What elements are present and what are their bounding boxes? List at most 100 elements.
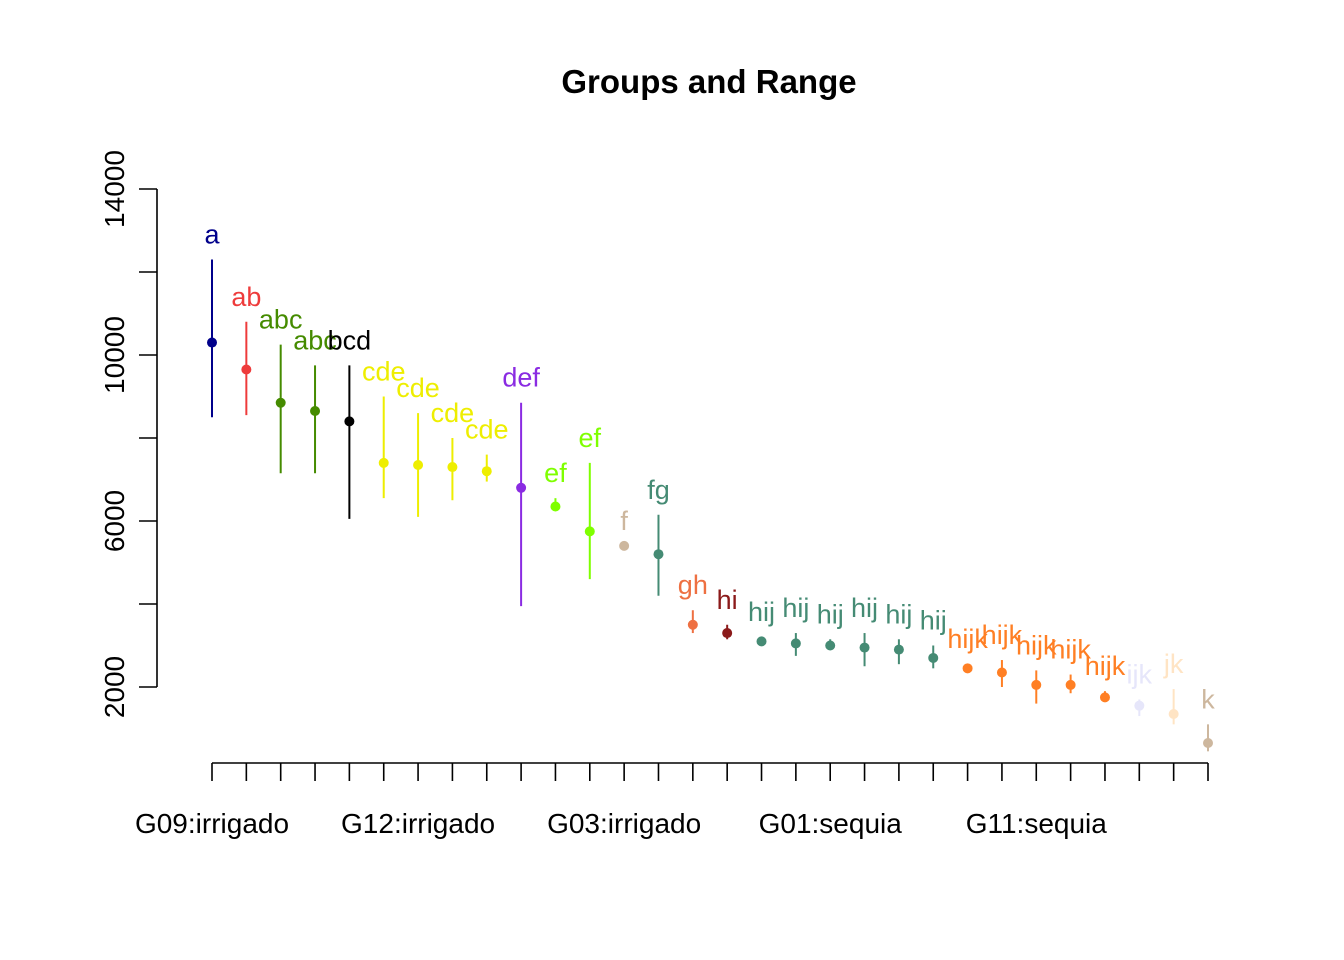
mean-point: [207, 337, 217, 348]
group-letter-label: ef: [544, 458, 567, 488]
mean-point: [550, 501, 561, 512]
mean-point: [1099, 692, 1110, 703]
data-point-group: hij: [885, 599, 912, 665]
group-letter-label: hij: [885, 599, 912, 629]
data-point-group: bcd: [328, 325, 372, 519]
group-letter-label: fg: [647, 475, 670, 505]
group-letter-label: hi: [717, 585, 738, 615]
mean-point: [481, 466, 492, 477]
group-letter-label: hij: [748, 597, 775, 627]
data-point-group: hijk: [1085, 651, 1126, 703]
y-tick-label: 10000: [99, 316, 130, 394]
group-letter-label: abc: [259, 305, 303, 335]
x-tick-label: G11:sequia: [966, 808, 1108, 839]
mean-point: [653, 549, 664, 560]
y-tick-label: 2000: [99, 656, 130, 718]
group-letter-label: ijk: [1127, 659, 1153, 689]
data-point-group: cde: [465, 415, 509, 482]
group-letter-label: hijk: [1016, 630, 1057, 660]
data-point-group: ab: [231, 282, 261, 416]
group-letter-label: k: [1201, 684, 1215, 714]
mean-point: [859, 642, 870, 653]
mean-point: [619, 540, 630, 551]
group-letter-label: cde: [362, 357, 406, 387]
mean-point: [790, 638, 801, 649]
mean-point: [275, 397, 286, 408]
group-letter-label: jk: [1163, 649, 1184, 679]
mean-point: [516, 482, 527, 493]
data-point-group: hijk: [1050, 635, 1091, 694]
data-point-group: jk: [1163, 649, 1184, 725]
mean-point: [447, 462, 458, 473]
group-letter-label: cde: [396, 373, 440, 403]
mean-point: [310, 406, 321, 417]
group-letter-label: def: [502, 363, 540, 393]
group-letter-label: a: [204, 220, 220, 250]
group-letter-label: hij: [817, 599, 844, 629]
group-letter-label: abc: [293, 325, 337, 355]
chart-title: Groups and Range: [561, 63, 856, 100]
data-point-group: def: [502, 363, 540, 607]
data-point-group: fg: [647, 475, 670, 596]
mean-point: [413, 459, 424, 470]
group-letter-label: gh: [678, 570, 708, 600]
data-point-group: hij: [920, 606, 947, 669]
group-letter-label: hij: [782, 593, 809, 623]
group-letter-label: hij: [920, 606, 947, 636]
data-point-group: hijk: [1016, 630, 1057, 704]
group-letter-label: ab: [231, 282, 261, 312]
mean-point: [825, 640, 836, 651]
mean-point: [1168, 708, 1179, 719]
y-tick-label: 6000: [99, 490, 130, 552]
mean-point: [996, 667, 1007, 678]
mean-point: [344, 416, 355, 427]
data-point-group: f: [619, 506, 630, 551]
y-axis: 2000 6000 10000 14000: [99, 150, 158, 718]
data-point-group: k: [1201, 684, 1215, 752]
group-letter-label: hijk: [982, 620, 1023, 650]
group-letter-label: hij: [851, 593, 878, 623]
mean-point: [756, 636, 767, 647]
data-point-group: hij: [748, 597, 775, 647]
group-letter-label: hijk: [947, 624, 988, 654]
mean-point: [928, 652, 939, 663]
data-point-group: hij: [782, 593, 809, 656]
mean-point: [722, 628, 733, 639]
data-point-group: abc: [259, 305, 303, 474]
data-point-group: ijk: [1127, 659, 1153, 717]
y-tick-label: 14000: [99, 150, 130, 228]
data-point-group: hij: [817, 599, 844, 651]
data-point-group: hi: [717, 585, 738, 640]
group-letter-label: cde: [431, 398, 475, 428]
x-tick-label: G01:sequia: [759, 808, 903, 839]
data-point-group: hijk: [982, 620, 1023, 687]
x-tick-label: G12:irrigado: [341, 808, 495, 839]
group-letter-label: hijk: [1085, 651, 1126, 681]
group-letter-label: bcd: [328, 325, 372, 355]
mean-point: [241, 364, 252, 375]
mean-point: [1203, 738, 1213, 749]
data-point-group: hijk: [947, 624, 988, 674]
mean-point: [1031, 679, 1042, 690]
mean-point: [1065, 679, 1076, 690]
group-letter-label: hijk: [1050, 635, 1091, 665]
data-point-group: cde: [431, 398, 475, 501]
mean-point: [584, 526, 595, 537]
x-tick-label: G09:irrigado: [135, 808, 289, 839]
mean-point: [962, 663, 973, 674]
mean-point: [893, 644, 904, 655]
group-letter-label: f: [620, 506, 628, 536]
data-point-group: hij: [851, 593, 878, 667]
group-letter-label: ef: [579, 423, 602, 453]
data-point-group: cde: [396, 373, 440, 517]
mean-point: [687, 619, 698, 630]
group-letter-label: cde: [465, 415, 509, 445]
data-point-group: cde: [362, 357, 406, 499]
data-point-group: gh: [678, 570, 708, 634]
data-point-group: ef: [579, 423, 602, 580]
data-point-group: ef: [544, 458, 567, 512]
data-point-group: a: [204, 220, 220, 418]
x-tick-label: G03:irrigado: [547, 808, 701, 839]
mean-point: [378, 457, 389, 468]
